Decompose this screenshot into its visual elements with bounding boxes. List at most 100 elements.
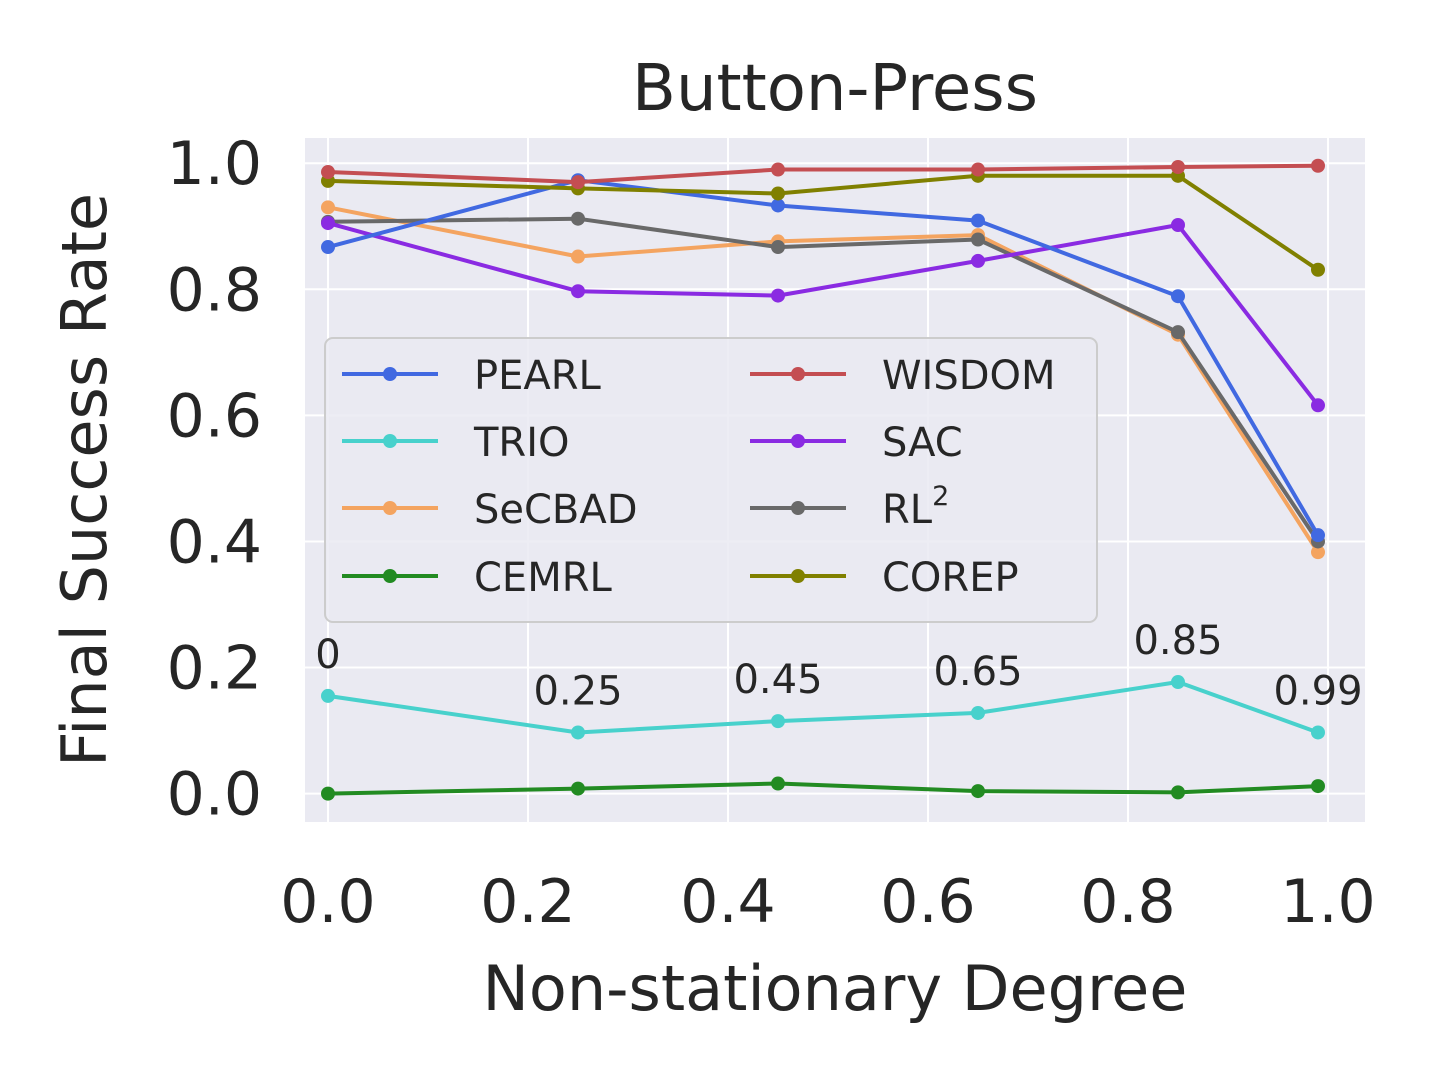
annotations: 0 0.25 0.45 0.65 0.85 0.99 bbox=[315, 618, 1362, 714]
data-point bbox=[1171, 289, 1185, 304]
data-point bbox=[1171, 325, 1185, 340]
legend-label-text: SeCBAD bbox=[474, 487, 638, 533]
series-line bbox=[327, 178, 1320, 537]
series-pearl bbox=[321, 173, 1325, 543]
data-point bbox=[321, 165, 335, 180]
series-wisdom bbox=[321, 158, 1325, 190]
data-point bbox=[771, 288, 785, 303]
legend-marker bbox=[791, 569, 805, 583]
data-point bbox=[971, 784, 985, 799]
data-point bbox=[571, 249, 585, 264]
y-tick-label: 1.0 bbox=[167, 129, 262, 199]
series-layer bbox=[321, 158, 1325, 801]
data-point bbox=[771, 240, 785, 255]
data-point bbox=[771, 714, 785, 729]
data-point bbox=[1311, 262, 1325, 277]
legend-label-superscript: 2 bbox=[932, 481, 949, 512]
point-annotation: 0.65 bbox=[933, 649, 1022, 695]
legend-label-text: RL bbox=[882, 487, 933, 533]
legend-label-text: PEARL bbox=[474, 353, 602, 399]
x-axis-label: Non-stationary Degree bbox=[483, 952, 1188, 1025]
x-tick-label: 0.8 bbox=[1080, 867, 1175, 937]
legend-marker bbox=[791, 501, 805, 515]
point-annotation: 0 bbox=[315, 632, 340, 678]
data-point bbox=[1311, 528, 1325, 543]
point-annotation: 0.85 bbox=[1133, 618, 1222, 664]
legend-label: SeCBAD bbox=[474, 487, 638, 533]
x-tick-label: 0.0 bbox=[280, 867, 375, 937]
data-point bbox=[1171, 217, 1185, 232]
data-point bbox=[1311, 398, 1325, 413]
legend-item: TRIO bbox=[342, 420, 570, 466]
data-point bbox=[321, 216, 335, 231]
data-point bbox=[571, 211, 585, 226]
data-point bbox=[971, 705, 985, 720]
data-point bbox=[1171, 675, 1185, 690]
x-tick-label: 0.4 bbox=[680, 867, 775, 937]
legend-item: SAC bbox=[750, 420, 963, 466]
point-annotation: 0.99 bbox=[1273, 668, 1362, 714]
legend-marker bbox=[383, 367, 397, 381]
data-point bbox=[1171, 785, 1185, 800]
legend-label: WISDOM bbox=[882, 353, 1056, 399]
data-point bbox=[1311, 725, 1325, 740]
data-point bbox=[321, 200, 335, 215]
data-point bbox=[321, 688, 335, 703]
x-tick-label: 0.6 bbox=[880, 867, 975, 937]
x-tick-label: 1.0 bbox=[1280, 867, 1375, 937]
data-point bbox=[971, 162, 985, 177]
legend-item: PEARL bbox=[342, 353, 602, 399]
legend-item: SeCBAD bbox=[342, 487, 638, 533]
series-line bbox=[327, 216, 1320, 543]
series-sac bbox=[321, 216, 1325, 413]
data-point bbox=[771, 186, 785, 201]
chart-title: Button-Press bbox=[632, 52, 1038, 126]
legend-label-text: TRIO bbox=[473, 420, 570, 466]
series-line bbox=[327, 163, 1319, 185]
legend-label: SAC bbox=[882, 420, 963, 466]
series-cemrl bbox=[321, 776, 1325, 801]
legend-marker bbox=[791, 367, 805, 381]
y-tick-label: 0.4 bbox=[167, 507, 262, 577]
legend-item: CEMRL bbox=[342, 555, 613, 601]
legend-item: RL2 bbox=[750, 481, 949, 533]
data-point bbox=[571, 175, 585, 190]
legend: PEARL TRIO SeCBAD CEMRL WISDOM SAC RL2 COREP bbox=[324, 337, 1098, 623]
legend-label: PEARL bbox=[474, 353, 602, 399]
data-point bbox=[971, 213, 985, 228]
legend-marker bbox=[791, 434, 805, 448]
legend-label: CEMRL bbox=[474, 555, 613, 601]
series-line bbox=[327, 680, 1319, 735]
data-point bbox=[771, 162, 785, 177]
series-line bbox=[327, 781, 1319, 796]
legend-item: WISDOM bbox=[750, 353, 1056, 399]
y-axis-label: Final Success Rate bbox=[48, 193, 121, 767]
data-point bbox=[571, 725, 585, 740]
point-annotation: 0.45 bbox=[733, 657, 822, 703]
legend-label: RL2 bbox=[882, 481, 949, 533]
data-point bbox=[771, 776, 785, 791]
y-tick-label: 0.2 bbox=[167, 634, 262, 704]
data-point bbox=[771, 198, 785, 213]
legend-item: COREP bbox=[750, 555, 1019, 601]
y-tick-label: 0.8 bbox=[167, 255, 262, 325]
data-point bbox=[971, 253, 985, 268]
legend-box bbox=[324, 337, 1098, 623]
y-tick-label: 0.6 bbox=[167, 381, 262, 451]
data-point bbox=[1311, 545, 1325, 560]
data-point bbox=[321, 786, 335, 801]
legend-label: TRIO bbox=[473, 420, 570, 466]
x-tick-label: 0.2 bbox=[480, 867, 575, 937]
legend-marker bbox=[383, 434, 397, 448]
series-trio bbox=[321, 675, 1325, 740]
data-point bbox=[571, 284, 585, 299]
data-point bbox=[1311, 158, 1325, 173]
data-point bbox=[1311, 779, 1325, 794]
legend-marker bbox=[383, 501, 397, 515]
series-line bbox=[327, 221, 1320, 407]
legend-label-text: CEMRL bbox=[474, 555, 613, 601]
point-annotation: 0.25 bbox=[533, 668, 622, 714]
data-point bbox=[1171, 159, 1185, 174]
data-point bbox=[321, 240, 335, 255]
